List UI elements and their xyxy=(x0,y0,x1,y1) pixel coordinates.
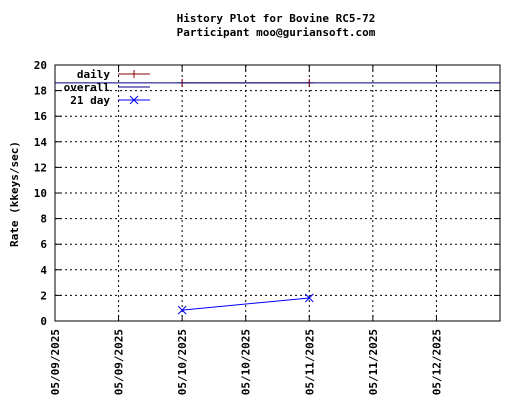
chart-title: History Plot for Bovine RC5-72 xyxy=(177,12,376,25)
legend-entry: overall xyxy=(64,81,150,94)
chart-subtitle: Participant moo@guriansoft.com xyxy=(177,26,376,39)
grid-lines xyxy=(55,65,500,321)
y-tick-label: 8 xyxy=(40,213,47,226)
y-tick-label: 14 xyxy=(34,136,48,149)
y-tick-label: 6 xyxy=(40,238,47,251)
y-tick-label: 4 xyxy=(40,264,47,277)
x-tick-label: 05/09/2025 xyxy=(113,329,126,395)
x-marker xyxy=(129,95,139,105)
legend-label: daily xyxy=(77,68,110,81)
y-tick-label: 10 xyxy=(34,187,47,200)
series-21-day xyxy=(177,293,314,315)
series-line xyxy=(182,297,310,311)
legend-entry: 21 day xyxy=(70,94,150,107)
legend-label: 21 day xyxy=(70,94,110,107)
y-axis-label: Rate (kkeys/sec) xyxy=(8,141,21,247)
y-tick-label: 16 xyxy=(34,110,48,123)
y-tick-label: 12 xyxy=(34,161,47,174)
x-tick-label: 05/10/2025 xyxy=(176,329,189,395)
x-tick-label: 05/09/2025 xyxy=(49,329,62,395)
series-layer xyxy=(55,78,500,315)
x-marker xyxy=(304,293,314,303)
axes: 0 2 4 6 8 10 12 14 16 18 20 05/09/2025 05/09/2025 05/… xyxy=(34,59,501,395)
legend-entry: daily xyxy=(77,68,150,81)
y-tick-label: 2 xyxy=(40,289,47,302)
x-marker xyxy=(177,305,187,315)
plot-frame xyxy=(54,64,501,322)
y-tick-label: 18 xyxy=(34,85,47,98)
x-tick-label: 05/12/2025 xyxy=(430,329,443,395)
y-tick-label: 20 xyxy=(34,59,47,72)
x-tick-label: 05/11/2025 xyxy=(303,329,316,395)
x-tick-label: 05/11/2025 xyxy=(367,329,380,395)
y-tick-label: 0 xyxy=(40,315,47,328)
legend-label: overall xyxy=(64,81,110,94)
x-tick-label: 05/10/2025 xyxy=(240,329,253,395)
